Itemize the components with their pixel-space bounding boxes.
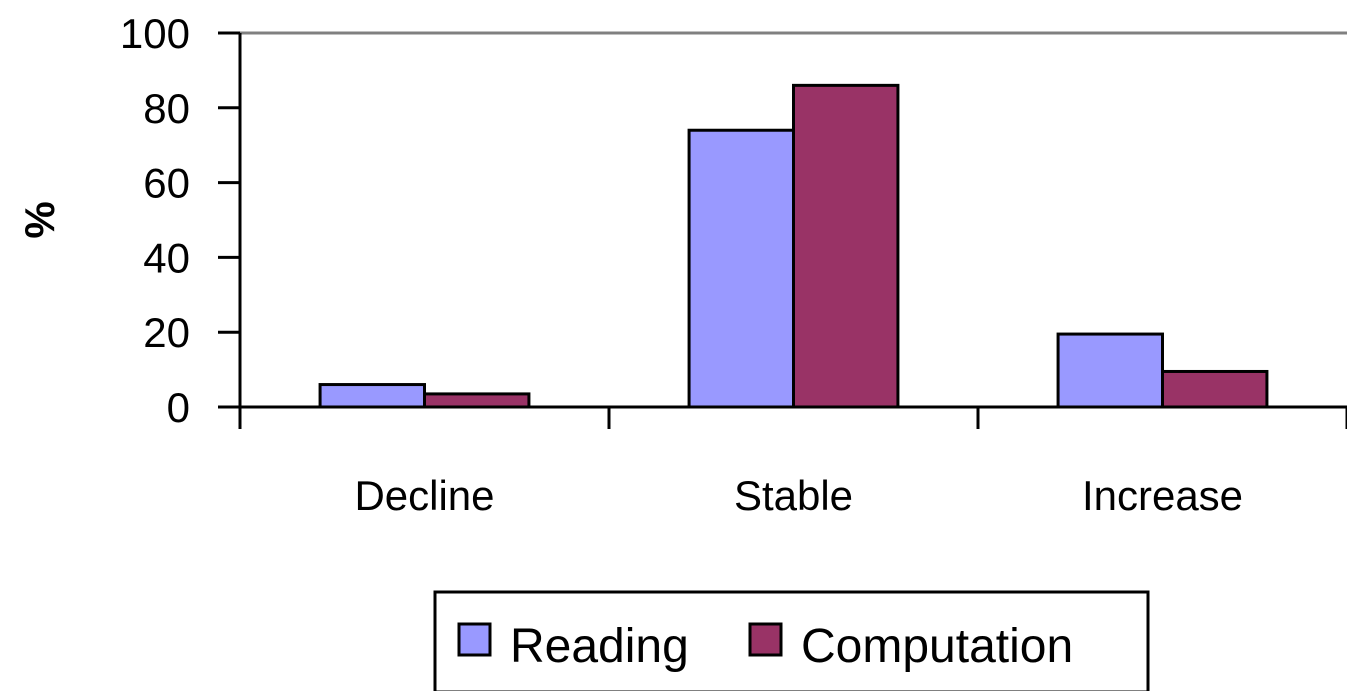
legend: Reading Computation — [433, 590, 1150, 691]
bar-reading-decline — [318, 383, 426, 409]
y-tick-label: 20 — [143, 309, 190, 356]
legend-box — [433, 590, 1150, 691]
legend-label-computation: Computation — [801, 620, 1073, 673]
bars — [318, 83, 1269, 409]
y-tick-label: 60 — [143, 160, 190, 207]
y-tick-label: 40 — [143, 234, 190, 281]
y-axis-title: % — [16, 201, 63, 238]
legend-swatch-computation — [748, 622, 783, 657]
bar-computation-increase — [1161, 369, 1269, 409]
y-tick-label: 100 — [120, 10, 190, 57]
bar-reading-stable — [687, 128, 795, 409]
legend-label-reading: Reading — [510, 620, 689, 673]
y-tick-label: 80 — [143, 85, 190, 132]
x-tick-label: Stable — [734, 472, 853, 519]
axes — [238, 33, 1347, 409]
bar-reading-increase — [1056, 332, 1164, 409]
x-ticks: Decline Stable Increase — [238, 407, 1347, 519]
x-tick-label: Increase — [1082, 472, 1243, 519]
y-tick-label: 0 — [167, 384, 190, 431]
x-tick-label: Decline — [354, 472, 494, 519]
y-ticks: 0 20 40 60 80 100 — [120, 10, 240, 431]
bar-computation-stable — [792, 83, 900, 409]
bar-computation-decline — [423, 392, 531, 409]
legend-swatch-reading — [457, 622, 492, 657]
